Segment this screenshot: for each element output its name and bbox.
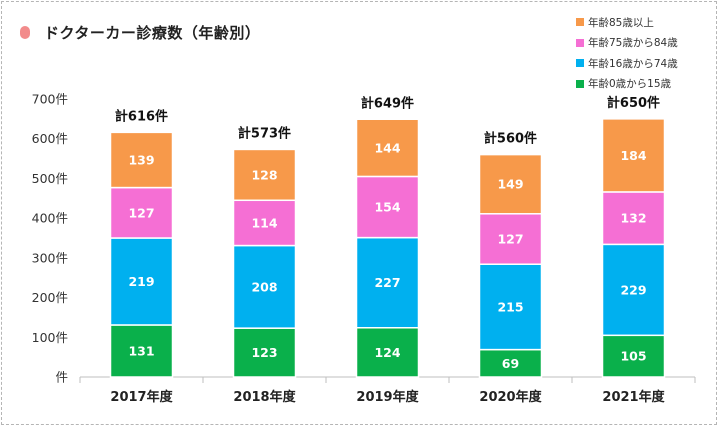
- x-tick-label: 2018年度: [233, 389, 296, 405]
- legend-swatch-85-plus: [576, 18, 584, 27]
- bar-segment: [109, 131, 174, 189]
- data-label: 128: [251, 167, 277, 182]
- data-label: 139: [128, 152, 154, 167]
- data-label: 127: [128, 205, 154, 220]
- total-label: 計560件: [484, 131, 537, 147]
- bar-segment: [478, 153, 543, 215]
- data-label: 219: [128, 274, 154, 289]
- total-label: 計650件: [607, 95, 660, 111]
- y-tick-label: 100件: [32, 330, 68, 345]
- data-label: 184: [620, 148, 646, 163]
- bar-segment: [232, 244, 297, 329]
- bar-segment: [355, 175, 420, 239]
- legend-label-75-84: 年齢75歳から84歳: [588, 37, 678, 50]
- data-label: 215: [497, 299, 523, 314]
- bar-segment: [232, 199, 297, 247]
- x-tick-label: 2019年度: [356, 389, 419, 405]
- data-label: 69: [502, 356, 519, 371]
- legend: 年齢85歳以上 年齢75歳から84歳 年齢16歳から74歳 年齢0歳から15歳: [576, 12, 678, 94]
- x-tick-label: 2017年度: [110, 389, 173, 405]
- legend-swatch-16-74: [576, 59, 584, 68]
- bar-segment: [601, 118, 666, 193]
- legend-swatch-75-84: [576, 38, 584, 47]
- title-block: ドクターカー診療数（年齢別）: [20, 22, 260, 43]
- y-tick-label: 300件: [32, 250, 68, 265]
- data-label: 123: [251, 345, 277, 360]
- data-label: 144: [374, 140, 400, 155]
- bar-segment: [355, 236, 420, 329]
- bar-segment: [601, 334, 666, 378]
- bar-segment: [109, 186, 174, 239]
- legend-item-16-74: 年齢16歳から74歳: [576, 53, 678, 74]
- bar-segment: [601, 191, 666, 246]
- bar-segment: [478, 263, 543, 351]
- total-label: 計649件: [361, 95, 414, 111]
- y-tick-label: 600件: [32, 131, 68, 146]
- bar-segment: [355, 327, 420, 378]
- legend-item-75-84: 年齢75歳から84歳: [576, 33, 678, 54]
- data-label: 127: [497, 231, 523, 246]
- data-label: 132: [620, 211, 646, 226]
- data-label: 105: [620, 349, 646, 364]
- legend-label-16-74: 年齢16歳から74歳: [588, 57, 678, 70]
- legend-swatch-0-15: [576, 79, 584, 88]
- bar-segment: [601, 243, 666, 337]
- bar-segment: [109, 237, 174, 326]
- data-label: 208: [251, 279, 277, 294]
- data-label: 149: [497, 177, 523, 192]
- data-label: 229: [620, 282, 646, 297]
- legend-label-85-plus: 年齢85歳以上: [588, 16, 654, 29]
- legend-item-85-plus: 年齢85歳以上: [576, 12, 678, 33]
- bar-segment: [232, 148, 297, 202]
- data-label: 154: [374, 200, 400, 215]
- chart-title: ドクターカー診療数（年齢別）: [44, 24, 261, 42]
- x-tick-label: 2020年度: [479, 389, 542, 405]
- pink-rounded-dot-icon: [20, 26, 30, 39]
- data-label: 227: [374, 275, 400, 290]
- y-tick-label: 500件: [32, 171, 68, 186]
- legend-label-0-15: 年齢0歳から15歳: [588, 78, 672, 91]
- total-label: 計616件: [115, 108, 168, 124]
- bar-segment: [109, 324, 174, 378]
- bar-segment: [355, 118, 420, 178]
- y-tick-label: 400件: [32, 211, 68, 226]
- y-tick-label: 200件: [32, 290, 68, 305]
- y-tick-label: 件: [55, 370, 68, 385]
- bar-segment: [232, 327, 297, 378]
- data-label: 124: [374, 345, 400, 360]
- x-tick-label: 2021年度: [602, 389, 665, 405]
- legend-item-0-15: 年齢0歳から15歳: [576, 74, 678, 95]
- bar-segment: [478, 213, 543, 265]
- data-label: 114: [251, 215, 277, 230]
- y-tick-label: 700件: [32, 92, 68, 107]
- bar-segment: [478, 348, 543, 378]
- data-label: 131: [128, 343, 154, 358]
- total-label: 計573件: [238, 125, 291, 141]
